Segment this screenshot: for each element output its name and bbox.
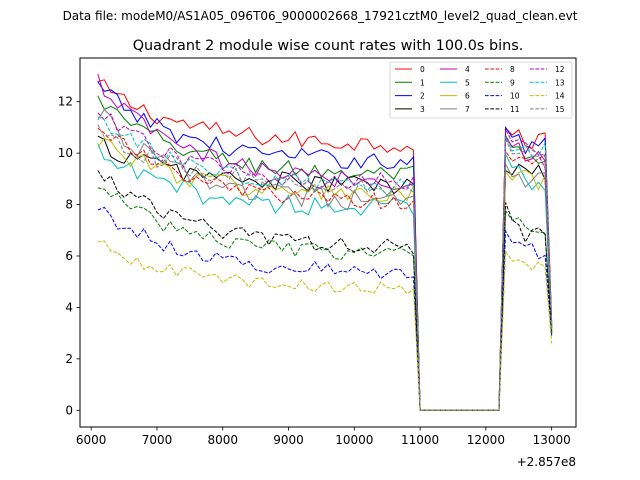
y-tick-label: 2 — [65, 352, 73, 366]
legend-label-8: 8 — [510, 65, 515, 74]
series-line-9 — [97, 187, 553, 411]
x-tick-label: 7000 — [142, 433, 173, 447]
legend-label-13: 13 — [555, 78, 565, 87]
legend-label-9: 9 — [510, 78, 515, 87]
y-tick-label: 4 — [65, 300, 73, 314]
legend-label-15: 15 — [555, 105, 565, 114]
series-line-11 — [97, 170, 553, 411]
x-tick-label: 8000 — [207, 433, 238, 447]
x-tick-label: 6000 — [76, 433, 107, 447]
x-axis: 6000 7000 8000 9000 10000 11000 12000 13000 — [76, 427, 571, 447]
plot-lines — [97, 73, 553, 411]
x-offset-label: +2.857e8 — [517, 455, 576, 469]
legend-label-10: 10 — [510, 92, 520, 101]
x-tick-label: 12000 — [467, 433, 505, 447]
legend-label-6: 6 — [465, 92, 470, 101]
series-line-15 — [97, 124, 553, 411]
chart-title: Quadrant 2 module wise count rates with … — [133, 38, 524, 54]
series-line-2 — [97, 81, 553, 411]
series-line-14 — [97, 240, 553, 411]
x-tick-label: 9000 — [273, 433, 304, 447]
legend-label-7: 7 — [465, 105, 470, 114]
series-line-0 — [97, 79, 553, 411]
y-tick-label: 6 — [65, 249, 73, 263]
legend-label-12: 12 — [555, 65, 565, 74]
x-tick-label: 13000 — [533, 433, 571, 447]
y-tick-label: 8 — [65, 198, 73, 212]
y-tick-label: 10 — [58, 146, 73, 160]
data-file-label: Data file: modeM0/AS1A05_096T06_90000026… — [63, 9, 578, 23]
series-line-3 — [97, 135, 553, 411]
legend-label-1: 1 — [420, 78, 425, 87]
series-line-4 — [97, 73, 553, 411]
y-tick-label: 12 — [58, 95, 73, 109]
legend-label-11: 11 — [510, 105, 520, 114]
legend-label-14: 14 — [555, 92, 565, 101]
legend-label-0: 0 — [420, 65, 425, 74]
legend-label-4: 4 — [465, 65, 470, 74]
axes-frame — [79, 57, 577, 428]
series-line-1 — [97, 95, 553, 411]
x-tick-label: 11000 — [401, 433, 439, 447]
series-line-10 — [97, 206, 553, 411]
legend-label-2: 2 — [420, 92, 425, 101]
y-axis: 0 2 4 6 8 10 12 — [58, 95, 80, 417]
legend-label-5: 5 — [465, 78, 470, 87]
legend-box — [389, 61, 573, 119]
x-tick-label: 10000 — [335, 433, 373, 447]
series-line-5 — [97, 143, 553, 411]
y-tick-label: 0 — [65, 403, 73, 417]
legend-label-3: 3 — [420, 105, 425, 114]
